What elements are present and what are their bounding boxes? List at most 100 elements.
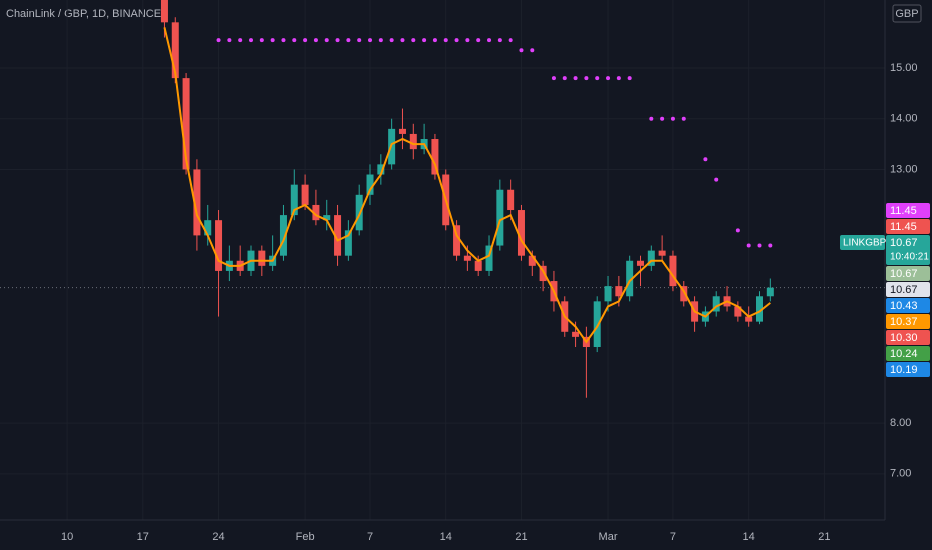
candle-body: [323, 215, 331, 221]
candle-body: [279, 215, 287, 256]
indicator-dot: [368, 38, 373, 43]
indicator-dot: [476, 38, 481, 43]
candle-body: [474, 260, 482, 271]
chart-title: ChainLink / GBP, 1D, BINANCE: [6, 8, 161, 20]
indicator-dot: [270, 38, 275, 43]
x-tick-label: 17: [137, 531, 149, 543]
x-tick-label: Feb: [296, 531, 315, 543]
candle-body: [215, 220, 223, 271]
candle-body: [312, 204, 320, 221]
candle-body: [507, 189, 515, 211]
candle-body: [626, 260, 634, 297]
candle-body: [171, 22, 179, 79]
candle-body: [615, 286, 623, 297]
indicator-dot: [616, 76, 621, 81]
candle-body: [680, 286, 688, 302]
candle-body: [636, 260, 644, 266]
candle-body: [301, 184, 309, 205]
indicator-dot: [227, 38, 232, 43]
candle-body: [517, 210, 525, 256]
candle-body: [539, 265, 547, 282]
indicator-dot: [238, 38, 243, 43]
price-label-text: 11.45: [890, 205, 917, 217]
indicator-dot: [454, 38, 459, 43]
indicator-dot: [757, 243, 762, 248]
indicator-dot: [573, 76, 578, 81]
price-label-bg: [886, 282, 930, 297]
last-price-badge: [886, 235, 930, 265]
candle-body: [334, 215, 342, 256]
indicator-dot: [530, 48, 535, 53]
candle-body: [593, 301, 601, 348]
symbol-badge: [840, 235, 885, 250]
candle-body: [658, 250, 666, 256]
price-label-bg: [886, 314, 930, 329]
indicator-dot: [584, 76, 589, 81]
indicator-dot: [746, 243, 751, 248]
indicator-dot: [735, 228, 740, 233]
price-label-bg: [886, 266, 930, 281]
candle-body: [755, 296, 763, 322]
price-label: 10.19: [886, 362, 930, 377]
indicator-dot: [378, 38, 383, 43]
x-tick-label: 14: [743, 531, 755, 543]
price-label-text: 10.24: [890, 348, 918, 360]
price-label-bg: [886, 330, 930, 345]
x-tick-label: 14: [440, 531, 452, 543]
price-label: 11.45: [886, 203, 930, 218]
indicator-dot: [357, 38, 362, 43]
price-label-bg: [886, 346, 930, 361]
candle-body: [409, 133, 417, 150]
indicator-dot: [703, 157, 708, 162]
candle-body: [485, 245, 493, 271]
y-tick-label: 14.00: [890, 113, 918, 125]
candle-body: [366, 174, 374, 195]
indicator-dot: [303, 38, 308, 43]
countdown-text: 10:40:21: [890, 252, 929, 263]
candle-body: [766, 287, 774, 297]
indicator-dot: [400, 38, 405, 43]
candle-body: [182, 78, 190, 170]
indicator-dot: [281, 38, 286, 43]
indicator-dot: [411, 38, 416, 43]
price-label: 10.67: [886, 266, 930, 281]
currency-label: GBP: [895, 8, 918, 20]
indicator-dot: [497, 38, 502, 43]
candle-body: [344, 230, 352, 256]
candle-body: [204, 220, 212, 236]
indicator-dot: [465, 38, 470, 43]
indicator-dot: [519, 48, 524, 53]
candle-body: [669, 255, 677, 287]
indicator-dot: [216, 38, 221, 43]
price-label: 10.43: [886, 298, 930, 313]
price-label-text: 11.45: [890, 221, 917, 233]
price-label-text: 10.19: [890, 364, 918, 376]
price-label-bg: [886, 219, 930, 234]
candle-body: [734, 306, 742, 317]
price-label-bg: [886, 362, 930, 377]
indicator-dot: [508, 38, 513, 43]
candle-body: [160, 0, 168, 23]
candle-body: [572, 331, 580, 337]
price-label: 10.24: [886, 346, 930, 361]
price-label-text: 10.43: [890, 300, 918, 312]
indicator-dot: [714, 177, 719, 182]
candle-body: [290, 184, 298, 216]
candle-body: [431, 139, 439, 175]
candle-body: [377, 164, 385, 175]
candle-body: [604, 286, 612, 302]
indicator-dot: [432, 38, 437, 43]
candle-body: [528, 255, 536, 266]
indicator-dot: [335, 38, 340, 43]
indicator-dot: [768, 243, 773, 248]
x-tick-label: 7: [367, 531, 373, 543]
price-label-bg: [886, 298, 930, 313]
y-tick-label: 15.00: [890, 62, 918, 74]
candle-body: [745, 316, 753, 322]
indicator-dot: [443, 38, 448, 43]
indicator-dot: [562, 76, 567, 81]
candle-body: [496, 189, 504, 246]
indicator-dot: [346, 38, 351, 43]
x-tick-label: 21: [818, 531, 830, 543]
